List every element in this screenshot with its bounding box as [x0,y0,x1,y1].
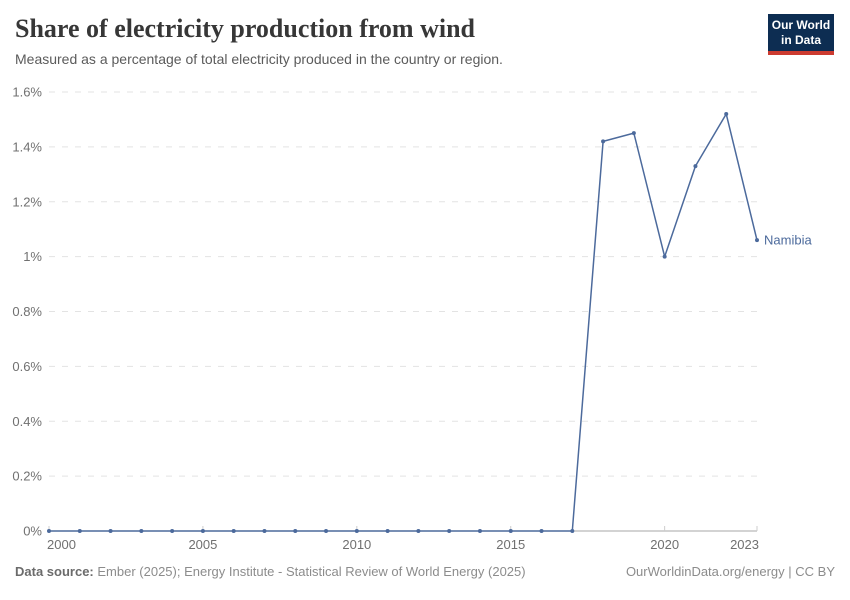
x-axis-tick-label: 2005 [188,537,217,552]
y-axis-tick-label: 0.8% [12,304,42,319]
data-line[interactable] [48,113,758,532]
data-source-text: Ember (2025); Energy Institute - Statist… [97,564,526,579]
data-point[interactable] [508,529,513,533]
data-point[interactable] [324,529,329,533]
data-point[interactable] [724,111,729,116]
data-point[interactable] [170,529,175,533]
chart-subtitle: Measured as a percentage of total electr… [15,51,503,67]
data-point[interactable] [539,529,544,533]
y-axis-tick-label: 1.6% [12,85,42,100]
y-axis-tick-label: 0.4% [12,414,42,429]
y-axis-tick-label: 1.4% [12,139,42,154]
x-axis-tick-label: 2000 [47,537,76,552]
owid-logo-line2: in Data [780,33,821,47]
data-source-label: Data source: [15,564,94,579]
data-point[interactable] [693,164,698,169]
y-axis-tick-label: 0.6% [12,359,42,374]
data-point[interactable] [631,131,636,136]
data-point[interactable] [385,529,390,533]
data-point[interactable] [601,139,606,144]
data-point[interactable] [570,529,575,533]
data-point[interactable] [139,529,144,533]
data-point[interactable] [477,529,482,533]
x-axis-tick-label: 2023 [730,537,759,552]
y-axis-tick-label: 0% [23,524,42,539]
y-axis-tick-label: 0.2% [12,469,42,484]
data-point[interactable] [108,529,113,533]
owid-license-link[interactable]: OurWorldinData.org/energy | CC BY [625,564,835,579]
chart-footer: Data source: Ember (2025); Energy Instit… [15,564,835,579]
owid-logo[interactable]: Our World in Data [768,14,834,55]
x-axis-tick-label: 2020 [650,537,679,552]
data-source: Data source: Ember (2025); Energy Instit… [15,564,526,579]
series-label[interactable]: Namibia [764,233,812,248]
data-point[interactable] [447,529,452,533]
data-point[interactable] [662,254,667,259]
data-point[interactable] [77,529,82,533]
data-point[interactable] [262,529,267,533]
owid-logo-accent-bar [768,51,834,55]
owid-logo-line1: Our World [771,18,831,32]
data-point[interactable] [231,529,236,533]
owid-logo-text: Our World in Data [768,14,834,51]
data-point[interactable] [47,529,51,533]
data-point[interactable] [293,529,298,533]
data-point[interactable] [755,238,759,243]
data-point[interactable] [416,529,421,533]
chart-title: Share of electricity production from win… [15,14,476,43]
y-axis-tick-label: 1% [23,249,42,264]
data-point[interactable] [354,529,359,533]
x-axis-tick-label: 2015 [496,537,525,552]
y-axis-tick-label: 1.2% [12,194,42,209]
x-axis-tick-label: 2010 [342,537,371,552]
data-point[interactable] [200,529,205,533]
